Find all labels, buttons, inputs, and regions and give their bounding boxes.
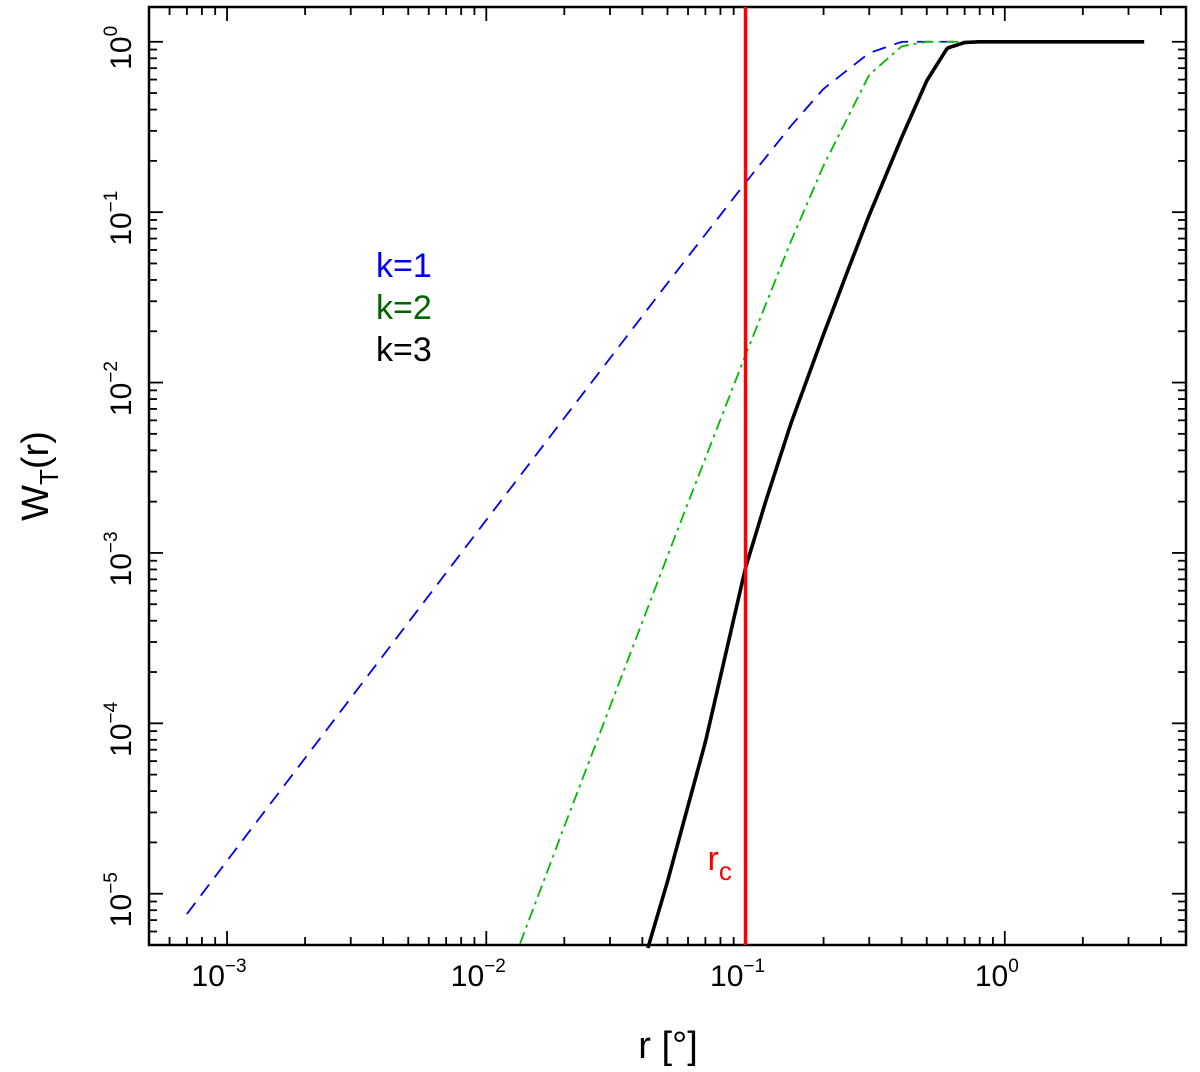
y-tick-label: 10−1 — [101, 191, 138, 246]
legend-entry: k=3 — [376, 331, 432, 369]
y-tick-label: 10−3 — [101, 531, 138, 586]
plot-frame — [147, 5, 1188, 947]
y-tick-label-exp: −5 — [101, 872, 122, 894]
y-tick-label-exp: −2 — [101, 361, 122, 383]
y-tick-label-exp: −4 — [101, 701, 122, 723]
x-tick-label-base: 10 — [192, 960, 225, 993]
rc-label-main: r — [708, 840, 719, 878]
y-tick-label-base: 10 — [105, 553, 138, 586]
series-line-k3 — [646, 39, 1145, 949]
x-tick-label-exp: −2 — [484, 956, 506, 977]
y-tick-label-base: 10 — [105, 383, 138, 416]
y-tick-label: 10−2 — [101, 361, 138, 416]
y-tick-label: 100 — [101, 26, 138, 70]
x-tick-label-base: 10 — [451, 960, 484, 993]
y-tick-label: 10−5 — [101, 872, 138, 927]
x-tick-label-exp: 0 — [1008, 956, 1019, 977]
x-tick-label: 10−3 — [192, 956, 247, 993]
series-layer — [186, 39, 1146, 949]
x-tick-label-base: 10 — [975, 960, 1008, 993]
legend: k=1 k=2 k=3 — [376, 247, 432, 369]
y-axis-title-main: W — [15, 485, 57, 521]
y-tick-label-base: 10 — [105, 723, 138, 756]
y-tick-label-exp: −3 — [101, 531, 122, 553]
y-axis-title-tail: (r) — [15, 431, 57, 469]
legend-entry: k=1 — [376, 247, 432, 285]
series-line-k1 — [186, 40, 1146, 915]
series-line-k2 — [519, 40, 1146, 944]
x-axis-title: r [°] — [638, 1025, 698, 1067]
y-tick-label-base: 10 — [105, 36, 138, 69]
y-tick-label-base: 10 — [105, 894, 138, 927]
x-tick-label: 10−2 — [451, 956, 506, 993]
y-tick-label-exp: −1 — [101, 191, 122, 213]
rc-label-sub: c — [719, 856, 732, 886]
x-tick-label-exp: −1 — [743, 956, 765, 977]
x-tick-label: 100 — [975, 956, 1019, 993]
axis-ticks — [148, 7, 1187, 945]
y-tick-label-exp: 0 — [101, 26, 122, 37]
x-tick-label-exp: −3 — [225, 956, 247, 977]
x-tick-label: 10−1 — [710, 956, 765, 993]
x-tick-label-base: 10 — [710, 960, 743, 993]
vline-layer: rc — [708, 7, 748, 945]
y-tick-label-base: 10 — [105, 212, 138, 245]
y-axis-title: WT(r) — [15, 431, 64, 521]
rc-label: rc — [708, 840, 732, 886]
y-tick-label: 10−4 — [101, 701, 138, 756]
legend-entry: k=2 — [376, 289, 432, 327]
y-axis-title-sub: T — [34, 469, 64, 485]
